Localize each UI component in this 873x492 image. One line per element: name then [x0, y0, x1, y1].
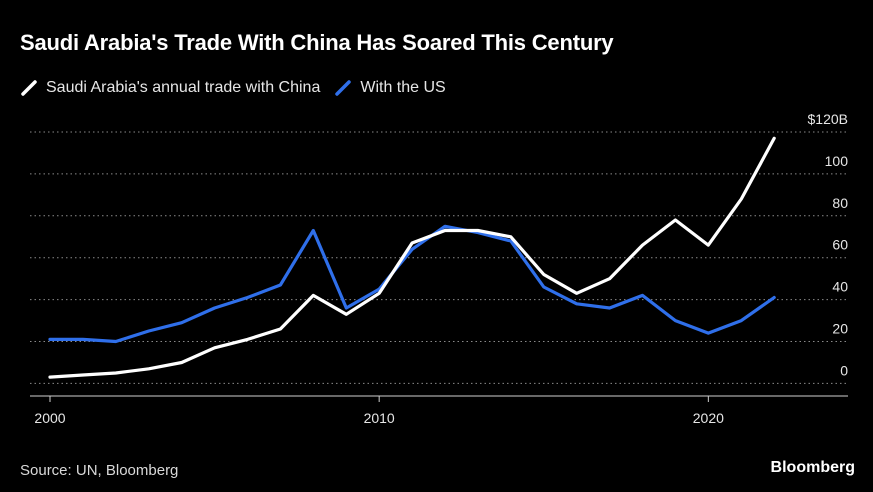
y-tick-label-0: 0	[840, 362, 848, 378]
y-tick-label-120: $120B	[808, 111, 848, 127]
gridlines	[30, 131, 848, 384]
chart-title: Saudi Arabia's Trade With China Has Soar…	[20, 30, 614, 55]
legend-swatch-us	[334, 79, 352, 97]
bloomberg-logo: Bloomberg	[770, 459, 855, 476]
legend-label-china: Saudi Arabia's annual trade with China	[46, 79, 321, 96]
legend-item-china: Saudi Arabia's annual trade with China	[20, 79, 320, 97]
y-tick-label-40: 40	[832, 279, 848, 295]
legend-label-us: With the US	[360, 79, 446, 96]
legend-swatch-china	[20, 79, 38, 97]
series-line-us	[48, 224, 776, 344]
tick-labels: 0 20 40 60 80 100 $120B 2000 2010 2020	[34, 111, 848, 426]
legend-item-us: With the US	[334, 79, 446, 97]
source-note: Source: UN, Bloomberg	[20, 462, 179, 479]
legend: Saudi Arabia's annual trade with China W…	[20, 79, 460, 97]
y-tick-label-20: 20	[832, 321, 848, 337]
x-tick-label-2020: 2020	[693, 410, 724, 426]
y-tick-label-80: 80	[832, 195, 848, 211]
y-tick-label-60: 60	[832, 237, 848, 253]
axes	[30, 395, 848, 402]
series-lines	[48, 136, 776, 379]
x-tick-label-2000: 2000	[34, 410, 65, 426]
series-line-china	[48, 136, 776, 379]
x-tick-label-2010: 2010	[364, 410, 395, 426]
y-tick-label-100: 100	[825, 153, 849, 169]
